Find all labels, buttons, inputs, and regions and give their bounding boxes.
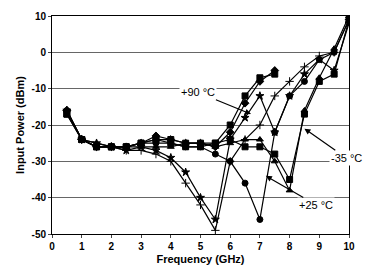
svg-text:5: 5 xyxy=(198,241,204,252)
svg-text:10: 10 xyxy=(35,11,47,22)
svg-text:+25 °C: +25 °C xyxy=(299,199,333,211)
svg-text:Frequency (GHz): Frequency (GHz) xyxy=(156,253,244,265)
svg-text:-40: -40 xyxy=(32,192,47,203)
svg-text:Input Power (dBm): Input Power (dBm) xyxy=(14,76,26,174)
svg-text:0: 0 xyxy=(49,241,55,252)
svg-text:8: 8 xyxy=(287,241,293,252)
svg-text:10: 10 xyxy=(343,241,355,252)
svg-text:9: 9 xyxy=(317,241,323,252)
svg-text:-30: -30 xyxy=(32,156,47,167)
svg-text:-10: -10 xyxy=(32,83,47,94)
svg-text:+90 °C: +90 °C xyxy=(181,86,215,98)
svg-text:6: 6 xyxy=(227,241,233,252)
svg-text:3: 3 xyxy=(138,241,144,252)
svg-text:-50: -50 xyxy=(32,229,47,240)
svg-text:2: 2 xyxy=(109,241,115,252)
svg-text:7: 7 xyxy=(257,241,263,252)
svg-text:-35 °C: -35 °C xyxy=(331,152,362,164)
svg-text:0: 0 xyxy=(40,47,46,58)
svg-text:4: 4 xyxy=(168,241,174,252)
svg-text:-20: -20 xyxy=(32,120,47,131)
svg-text:1: 1 xyxy=(79,241,85,252)
